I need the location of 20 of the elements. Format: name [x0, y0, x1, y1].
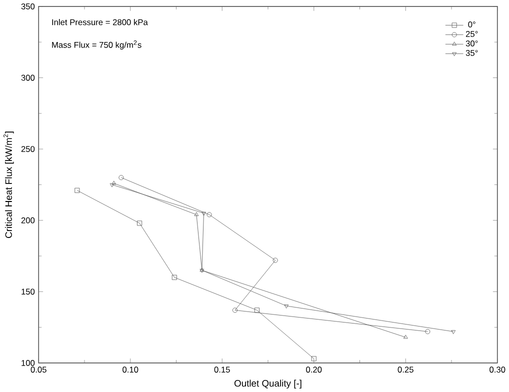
- x-tick-label: 0.20: [306, 366, 322, 373]
- annotation: Inlet Pressure = 2800 kPa: [52, 19, 148, 26]
- y-tick-label: 100: [22, 360, 35, 366]
- x-axis-title: Outlet Quality [-]: [234, 380, 302, 388]
- x-tick-label: 0.30: [490, 366, 506, 373]
- annotation: Mass Flux = 750 kg/m$^{2}$s: [52, 40, 142, 50]
- x-tick-label: 0.15: [214, 366, 230, 373]
- x-tick-label: 0.05: [30, 366, 46, 373]
- y-tick-label: 200: [21, 217, 35, 224]
- x-tick-label: 0.25: [398, 366, 414, 373]
- y-axis-title: Critical Heat Flux [kW/m$^{2}$]: [3, 132, 14, 238]
- y-tick-label: 350: [21, 3, 35, 10]
- legend-label: 25°: [466, 31, 478, 37]
- y-tick-label: 250: [21, 146, 35, 152]
- legend-label: 30°: [466, 40, 478, 46]
- legend-label: 35°: [466, 50, 478, 56]
- x-tick-label: 0.10: [122, 366, 138, 373]
- y-tick-label: 150: [22, 288, 35, 295]
- legend-label: 0°: [468, 22, 476, 28]
- y-tick-label: 300: [21, 74, 35, 81]
